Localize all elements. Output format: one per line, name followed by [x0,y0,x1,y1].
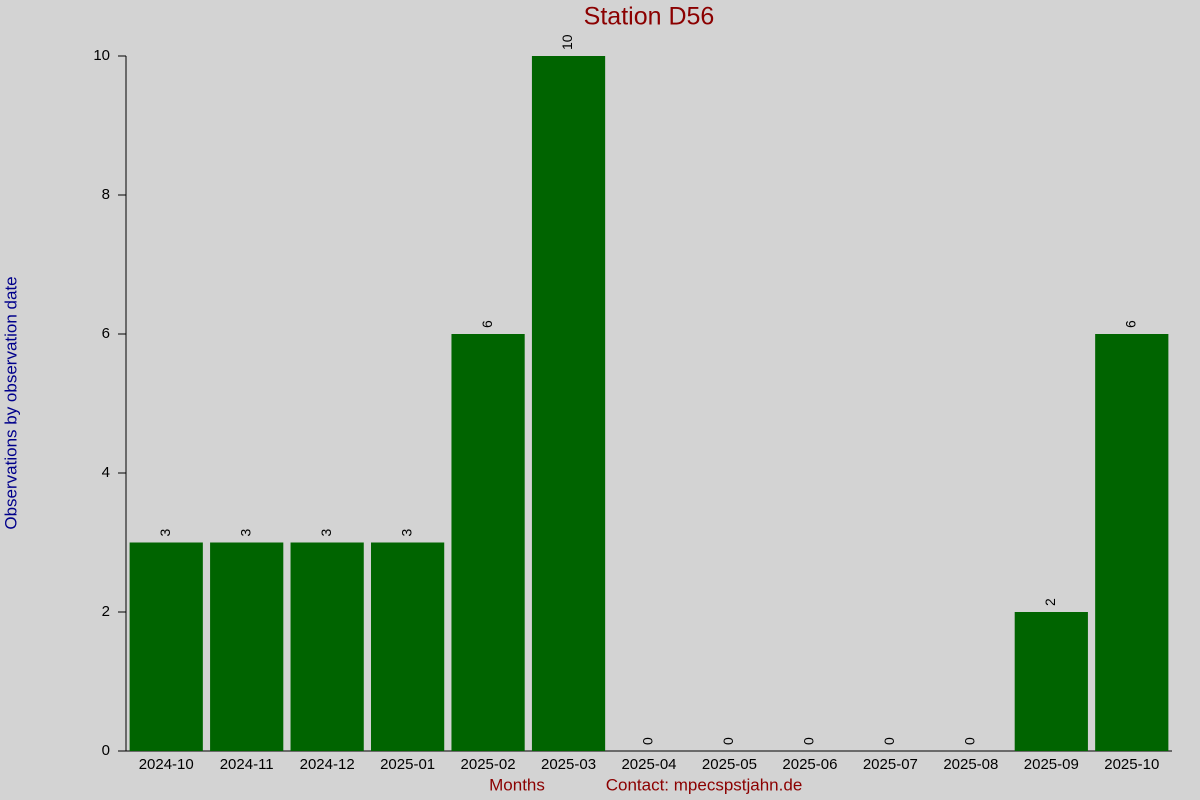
value-label: 6 [1122,320,1138,328]
value-label: 2 [1042,598,1058,606]
value-label: 10 [559,34,575,50]
y-axis-label: Observations by observation date [1,276,20,529]
y-tick-label: 8 [102,186,110,203]
x-tick-label: 2025-05 [702,756,757,773]
bar [531,56,606,751]
x-tick-label: 2025-10 [1104,756,1159,773]
bar [290,542,364,751]
bar [451,334,525,751]
value-label: 6 [479,320,495,328]
x-tick-label: 2025-03 [541,756,596,773]
bar [371,542,445,751]
bar [1014,612,1088,751]
value-label: 0 [720,737,736,745]
x-axis-label: Months [489,775,545,794]
value-label: 0 [640,737,656,745]
bar [210,542,284,751]
y-tick-label: 4 [102,464,110,481]
y-tick-label: 10 [93,47,110,64]
value-label: 3 [237,529,253,537]
x-tick-label: 2024-12 [300,756,355,773]
value-label: 0 [881,737,897,745]
x-tick-label: 2025-06 [782,756,837,773]
y-tick-label: 6 [102,325,110,342]
contact: Contact: mpecspstjahn.de [606,775,803,794]
x-tick-label: 2025-08 [943,756,998,773]
x-tick-label: 2025-09 [1024,756,1079,773]
y-tick-label: 2 [102,603,110,620]
y-tick-label: 0 [102,742,110,759]
x-tick-label: 2025-07 [863,756,918,773]
x-tick-label: 2024-10 [139,756,194,773]
x-tick-label: 2025-04 [621,756,676,773]
x-tick-label: 2025-02 [461,756,516,773]
value-label: 0 [801,737,817,745]
chart-title: Station D56 [584,3,715,31]
value-label: 3 [398,529,414,537]
bar [1095,334,1169,751]
value-label: 3 [157,529,173,537]
x-tick-label: 2025-01 [380,756,435,773]
bar [129,542,203,751]
value-label: 3 [318,529,334,537]
value-label: 0 [962,737,978,745]
x-tick-label: 2024-11 [220,756,274,773]
